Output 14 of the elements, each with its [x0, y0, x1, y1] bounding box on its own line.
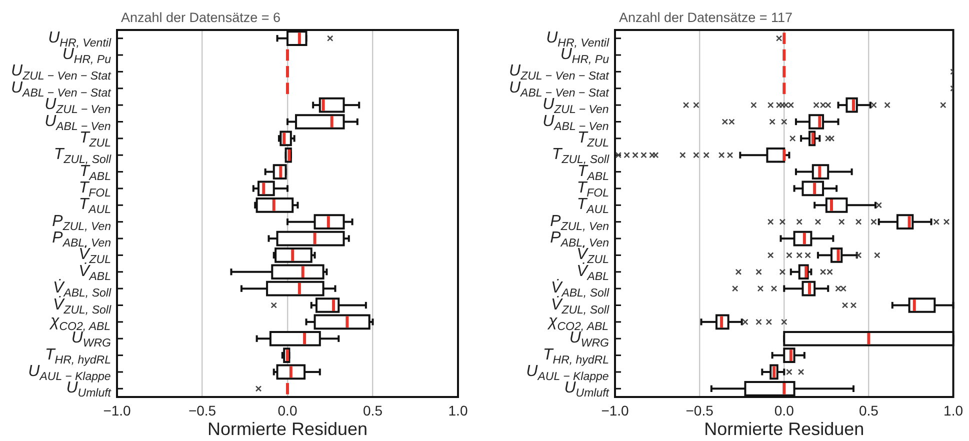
x-tick-label: 0.0: [774, 402, 794, 418]
x-tick-label: −1.0: [601, 402, 630, 418]
chart-title: Anzahl der Datensätze = 117: [619, 10, 792, 25]
x-tick-label: 1.0: [944, 402, 964, 418]
x-tick-label: 1.0: [448, 402, 468, 418]
x-tick-label: 0.5: [363, 402, 383, 418]
x-tick-label: −0.5: [188, 402, 216, 418]
x-tick-label: 0.5: [858, 402, 879, 418]
x-axis-title: Normierte Residuen: [207, 419, 368, 440]
chart-title: Anzahl der Datensätze = 6: [121, 10, 280, 25]
x-tick-label: −0.5: [686, 402, 714, 418]
x-tick-label: 0.0: [278, 402, 298, 418]
x-axis-title: Normierte Residuen: [704, 419, 864, 440]
x-tick-label: −1.0: [103, 402, 132, 418]
